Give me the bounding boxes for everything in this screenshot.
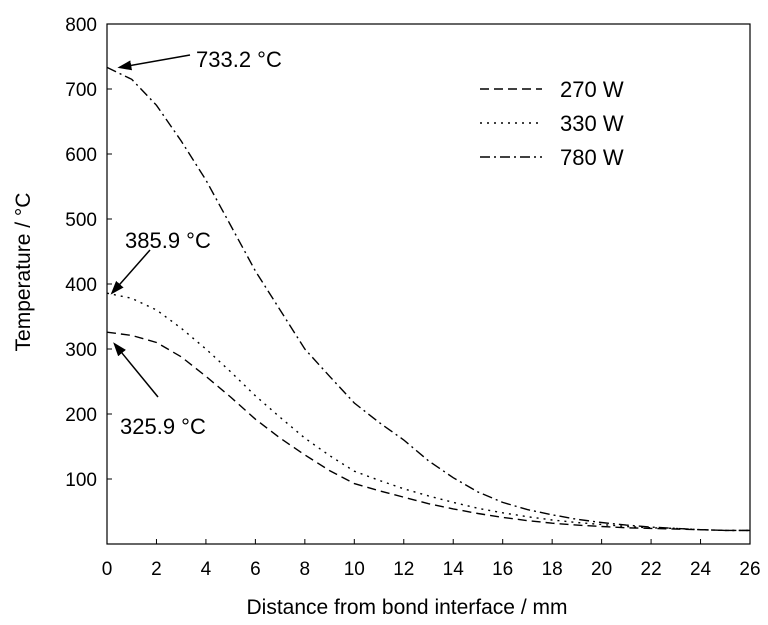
annotation-arrow-3 xyxy=(113,342,159,398)
y-axis-ticks: 100 200 300 400 500 600 700 800 xyxy=(65,15,112,491)
series-line-3 xyxy=(106,66,750,532)
y-tick-label: 500 xyxy=(65,210,97,231)
x-tick-label: 4 xyxy=(201,559,212,580)
x-tick-label: 2 xyxy=(151,559,162,580)
legend-label-2: 330 W xyxy=(560,111,624,136)
annotation-label-1: 733.2 °C xyxy=(196,47,282,72)
y-tick-label: 200 xyxy=(65,405,97,426)
x-tick-label: 12 xyxy=(393,559,414,580)
x-tick-label: 10 xyxy=(344,559,365,580)
x-tick-label: 0 xyxy=(102,559,113,580)
x-tick-label: 14 xyxy=(443,559,465,580)
legend-label-3: 780 W xyxy=(560,145,624,170)
annotation-arrow-1 xyxy=(117,54,191,71)
y-tick-label: 800 xyxy=(65,15,97,36)
x-tick-label: 16 xyxy=(492,559,513,580)
annotation-arrow-2 xyxy=(110,249,151,295)
x-tick-label: 20 xyxy=(591,559,612,580)
annotation-label-2: 385.9 °C xyxy=(125,228,211,253)
legend-label-1: 270 W xyxy=(560,77,624,102)
plot-frame xyxy=(106,23,751,545)
x-tick-label: 8 xyxy=(300,559,311,580)
x-tick-label: 6 xyxy=(250,559,261,580)
series-line-1 xyxy=(106,331,750,532)
y-tick-label: 600 xyxy=(65,145,97,166)
legend: 270 W 330 W 780 W xyxy=(480,77,624,170)
x-tick-label: 22 xyxy=(641,559,662,580)
y-axis-label: Temperature / °C xyxy=(12,193,35,352)
x-axis-label: Distance from bond interface / mm xyxy=(247,596,568,619)
series-layer xyxy=(106,66,750,532)
y-tick-label: 300 xyxy=(65,340,97,361)
x-axis-ticks: 0 2 4 6 8 10 12 14 16 18 20 22 24 26 xyxy=(102,539,761,580)
x-tick-label: 26 xyxy=(739,559,760,580)
y-tick-label: 100 xyxy=(65,470,97,491)
x-tick-label: 18 xyxy=(542,559,563,580)
y-tick-label: 700 xyxy=(65,80,97,101)
x-tick-label: 24 xyxy=(690,559,712,580)
annotation-label-3: 325.9 °C xyxy=(120,414,206,439)
series-line-2 xyxy=(106,292,750,532)
y-tick-label: 400 xyxy=(65,275,97,296)
annotations: 733.2 °C 385.9 °C 325.9 °C xyxy=(110,47,282,439)
